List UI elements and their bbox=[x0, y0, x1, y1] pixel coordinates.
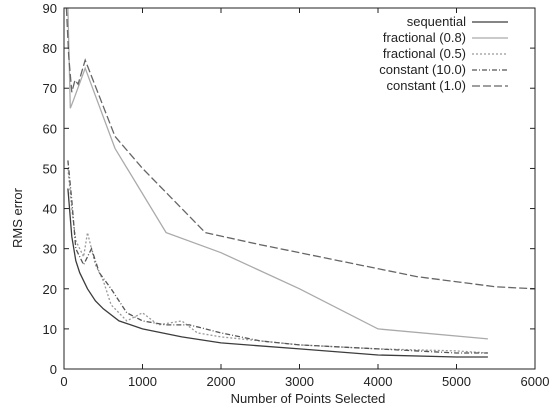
series-line-4 bbox=[65, 7, 536, 290]
y-tick-label: 70 bbox=[43, 81, 57, 96]
x-tick-label: 2000 bbox=[207, 374, 236, 389]
x-tick-label: 0 bbox=[60, 374, 67, 389]
x-tick-label: 3000 bbox=[285, 374, 314, 389]
legend-label: constant (10.0) bbox=[379, 62, 466, 77]
y-axis-ticks: 0 10 20 30 40 50 60 70 80 90 bbox=[43, 1, 535, 377]
y-tick-label: 0 bbox=[50, 362, 57, 377]
y-tick-label: 20 bbox=[43, 282, 57, 297]
legend-label: sequential bbox=[407, 14, 466, 29]
x-tick-label: 6000 bbox=[521, 374, 550, 389]
x-tick-label: 4000 bbox=[364, 374, 393, 389]
y-axis-title: RMS error bbox=[10, 187, 25, 248]
y-tick-label: 40 bbox=[43, 202, 57, 217]
y-tick-label: 30 bbox=[43, 242, 57, 257]
legend-label: fractional (0.8) bbox=[383, 30, 466, 45]
y-tick-label: 60 bbox=[43, 121, 57, 136]
series-layer bbox=[65, 7, 536, 358]
x-tick-label: 5000 bbox=[442, 374, 471, 389]
y-tick-label: 90 bbox=[43, 1, 57, 16]
y-tick-label: 10 bbox=[43, 322, 57, 337]
x-tick-label: 1000 bbox=[128, 374, 157, 389]
series-line-0 bbox=[67, 188, 488, 358]
legend-label: constant (1.0) bbox=[387, 78, 467, 93]
x-axis-title: Number of Points Selected bbox=[231, 391, 386, 406]
y-tick-label: 80 bbox=[43, 41, 57, 56]
legend-label: fractional (0.5) bbox=[383, 46, 466, 61]
x-axis-ticks: 0 1000 2000 3000 4000 5000 6000 bbox=[60, 8, 549, 389]
series-line-1 bbox=[67, 7, 488, 340]
series-line-3 bbox=[67, 160, 488, 354]
y-tick-label: 50 bbox=[43, 161, 57, 176]
